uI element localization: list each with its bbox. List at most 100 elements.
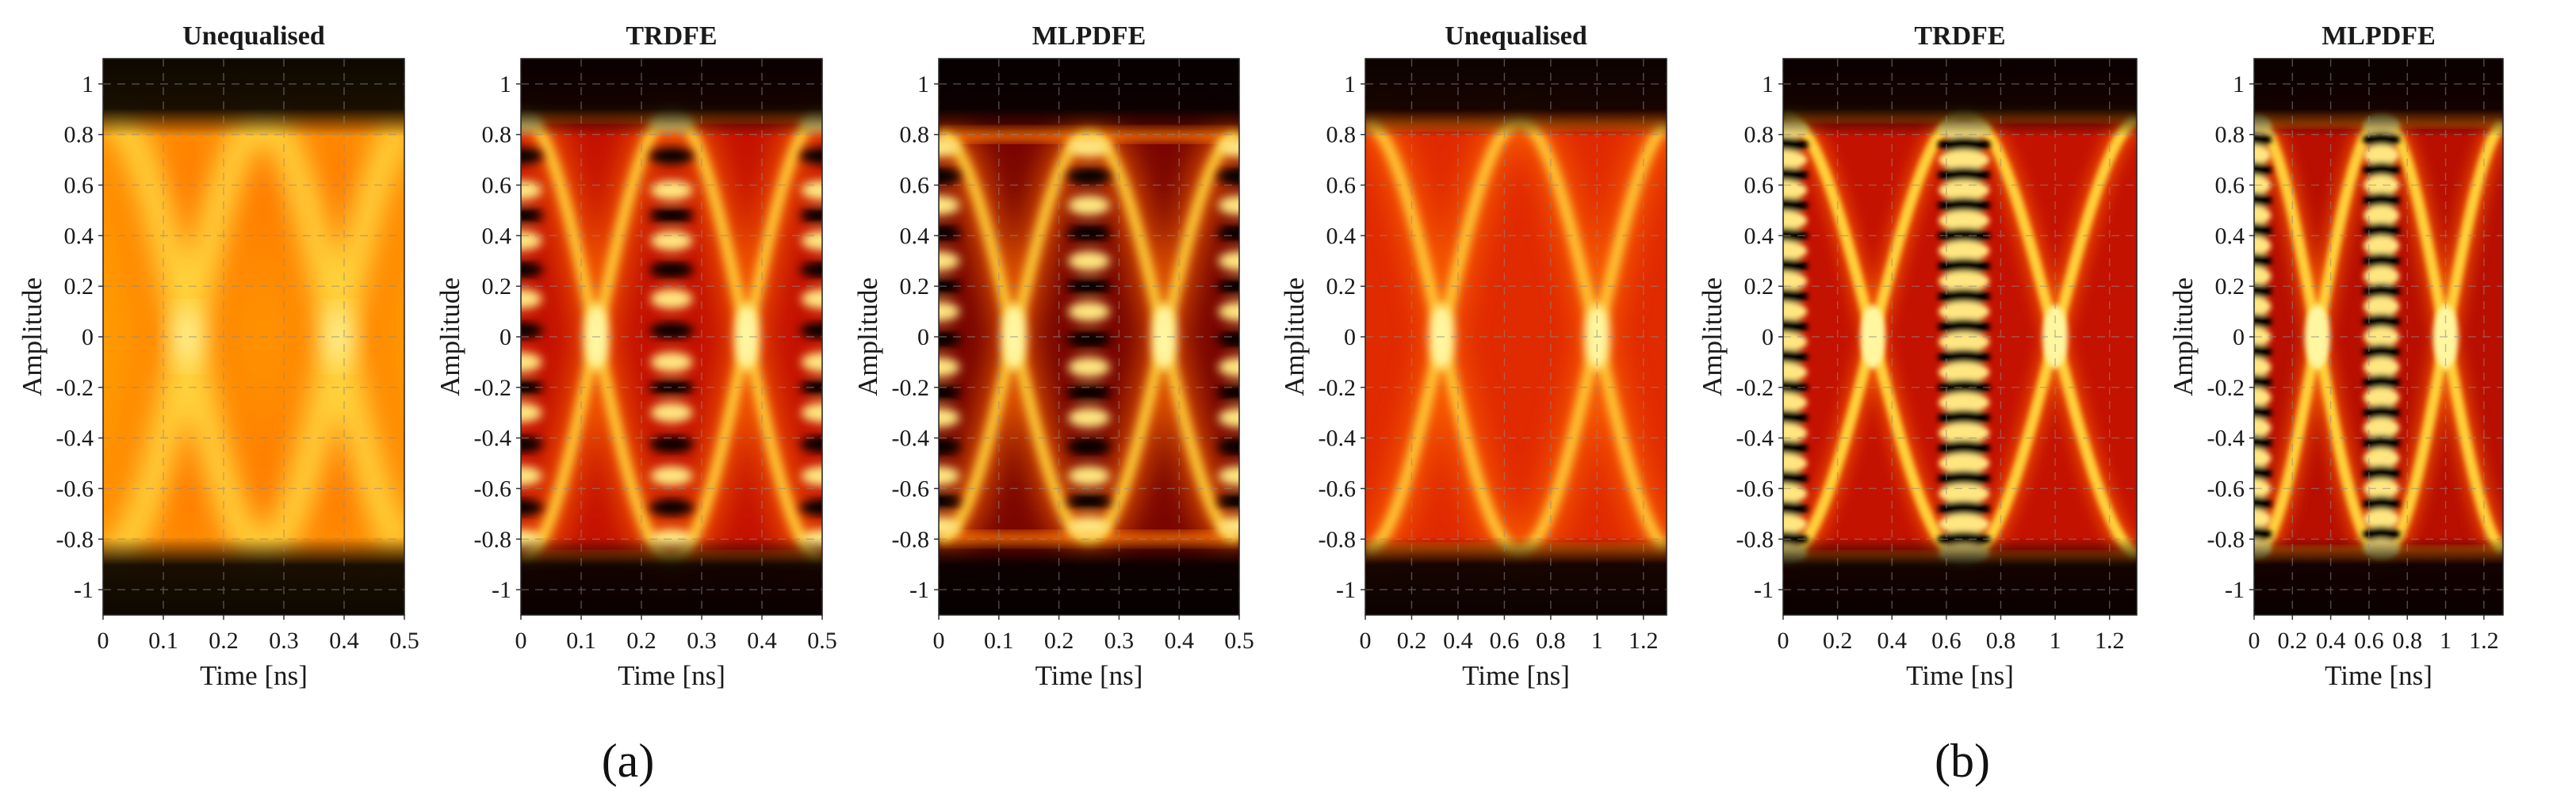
axes-frame [102, 58, 405, 616]
y-tick-label: 0.2 [64, 273, 94, 300]
y-tick-label: -0.2 [1736, 375, 1774, 401]
chart-panel: 10.80.60.40.20-0.2-0.4-0.6-0.8-10 0.1 0.2 0… [17, 21, 419, 691]
y-tick-label: 0.4 [64, 223, 94, 249]
y-tick-label: 0.2 [1744, 273, 1774, 300]
chart-panel: 10.80.60.40.20-0.2-0.4-0.6-0.8-10 0.1 0.2 0… [434, 21, 837, 691]
y-tick-label: 0.8 [482, 122, 512, 148]
panel-title: TRDFE [626, 21, 717, 51]
y-tick-label: 0.6 [1744, 173, 1774, 199]
x-tick-label: 0.8 [2392, 628, 2422, 654]
y-axis-label: Amplitude [17, 277, 48, 396]
y-axis-label: Amplitude [1279, 277, 1310, 396]
y-tick-label: -0.4 [892, 426, 930, 452]
x-axis-label: Time [ns] [1906, 660, 2014, 691]
x-tick-label: 0.3 [687, 628, 717, 654]
x-tick-label: 0 [515, 628, 527, 654]
x-tick-label: 0.2 [2278, 628, 2308, 654]
y-tick-label: 0 [1344, 324, 1356, 350]
y-tick-label: 0.6 [2215, 173, 2245, 199]
x-tick-label: 0.3 [269, 628, 299, 654]
x-axis-label: Time [ns] [1035, 660, 1143, 691]
heatmap-area [1783, 59, 2137, 615]
y-axis-label: Amplitude [2168, 277, 2199, 396]
grid [521, 59, 822, 615]
panel-title: MLPDFE [1032, 21, 1146, 51]
y-tick-label: 0.8 [1326, 122, 1357, 148]
x-tick-label: 0 [2249, 628, 2260, 654]
x-tick-label: 1.2 [2469, 628, 2499, 654]
y-tick-label: 0.4 [1744, 223, 1774, 249]
y-tick-label: -0.6 [474, 475, 512, 502]
y-tick-label: 0.6 [64, 173, 94, 199]
x-tick-label: 0.5 [389, 628, 419, 654]
axes-frame [2253, 58, 2504, 616]
grid [1783, 59, 2137, 615]
chart-panel: 10.80.60.40.20-0.2-0.4-0.6-0.8-10 0.2 0.4 0… [1697, 21, 2138, 691]
x-tick-label: 0 [1778, 628, 1789, 654]
axes-frame [1365, 58, 1667, 616]
x-axis-label: Time [ns] [1462, 660, 1570, 691]
y-tick-label: 0.2 [482, 273, 512, 300]
x-tick-label: 0.1 [566, 628, 596, 654]
x-axis-label: Time [ns] [618, 660, 725, 691]
y-tick-label: 0.8 [900, 122, 930, 148]
y-tick-label: 0.4 [2215, 223, 2245, 249]
y-tick-label: 0 [2233, 324, 2245, 350]
grid [939, 59, 1239, 615]
y-tick-label: 0 [1762, 324, 1774, 350]
x-tick-label: 0 [1360, 628, 1372, 654]
y-tick-label: -0.8 [892, 526, 930, 552]
axes-frame [938, 58, 1240, 616]
x-tick-label: 0.6 [2354, 628, 2384, 654]
y-tick-label: -0.2 [474, 375, 512, 401]
y-tick-label: -0.2 [2207, 375, 2245, 401]
x-tick-label: 0.4 [1877, 628, 1907, 654]
y-tick-label: 1 [82, 71, 94, 97]
y-tick-label: -0.8 [474, 526, 512, 552]
y-tick-label: 0.2 [2215, 273, 2245, 300]
y-tick-label: -0.2 [1319, 375, 1357, 401]
y-tick-label: -0.2 [892, 375, 930, 401]
y-tick-label: 0.2 [900, 273, 930, 300]
heatmap-area [939, 59, 1239, 615]
y-tick-label: 0 [82, 324, 94, 350]
x-tick-label: 0.2 [626, 628, 656, 654]
x-tick-label: 1 [1591, 628, 1603, 654]
x-tick-label: 1 [2050, 628, 2061, 654]
x-tick-label: 0.2 [1397, 628, 1427, 654]
y-tick-label: -0.4 [56, 426, 94, 452]
panel-title: MLPDFE [2321, 21, 2436, 51]
axes-frame [1782, 58, 2138, 616]
y-tick-label: 0.4 [482, 223, 512, 249]
y-tick-label: 0.6 [900, 173, 930, 199]
y-tick-label: -0.6 [892, 475, 930, 502]
x-tick-label: 0.6 [1490, 628, 1520, 654]
y-tick-label: 0.4 [900, 223, 930, 249]
x-tick-label: 0.5 [1224, 628, 1254, 654]
x-tick-label: 0.6 [1931, 628, 1962, 654]
grid [2254, 59, 2503, 615]
y-tick-label: -1 [2225, 577, 2245, 603]
y-tick-label: -1 [492, 577, 511, 603]
y-tick-label: 1 [1344, 71, 1356, 97]
panel-title: Unequalised [1445, 21, 1587, 51]
x-tick-label: 0 [933, 628, 945, 654]
chart-panel: 10.80.60.40.20-0.2-0.4-0.6-0.8-10 0.1 0.2 0… [852, 21, 1254, 691]
y-tick-label: -0.6 [1319, 475, 1357, 502]
x-tick-label: 0.5 [807, 628, 837, 654]
x-tick-label: 0.4 [1164, 628, 1194, 654]
x-tick-label: 0.3 [1104, 628, 1135, 654]
y-axis-label: Amplitude [434, 277, 465, 396]
x-tick-label: 1.2 [2095, 628, 2125, 654]
grid [103, 59, 404, 615]
x-tick-label: 0.8 [1986, 628, 2016, 654]
y-tick-label: -0.8 [1319, 526, 1357, 552]
heatmap-area [1365, 59, 1667, 615]
group-label-b: (b) [1935, 735, 1990, 787]
x-tick-label: 1.2 [1629, 628, 1659, 654]
y-tick-label: -0.6 [1736, 475, 1774, 502]
heatmap-area [2254, 59, 2503, 615]
heatmap-area [521, 59, 822, 615]
y-tick-label: -0.4 [474, 426, 512, 452]
